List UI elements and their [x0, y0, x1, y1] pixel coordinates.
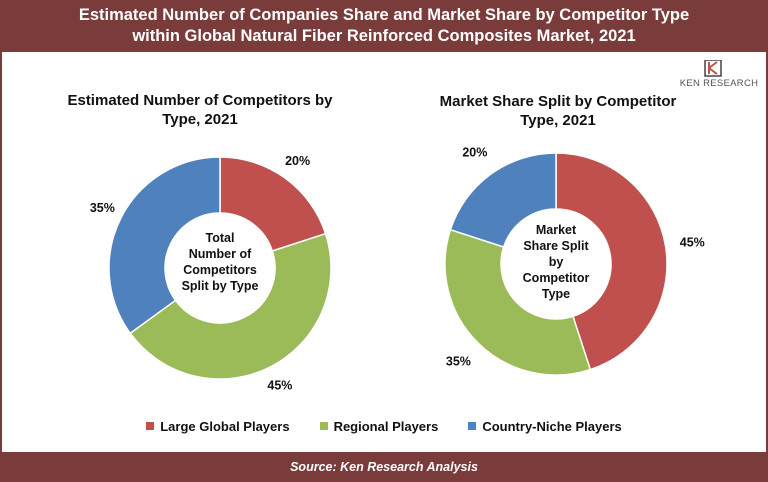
legend: Large Global Players Regional Players Co…: [0, 416, 768, 436]
left-donut-slice-1: [129, 232, 332, 380]
logo-text: KEN RESEARCH: [679, 78, 759, 89]
left-chart-title-line-2: Type, 2021: [162, 111, 238, 128]
right-donut-slice-2: [449, 152, 557, 248]
left-center-line: Competitors: [183, 263, 257, 277]
left-chart-title: Estimated Number of Competitors by Type,…: [20, 91, 380, 129]
legend-item-regional: Regional Players: [319, 418, 439, 434]
left-center-line: Split by Type: [181, 279, 259, 293]
main-title-line-1: Estimated Number of Companies Share and …: [78, 6, 690, 24]
left-donut-slice-2: [108, 156, 221, 335]
left-center-line: Total: [205, 231, 235, 245]
legend-label: Regional Players: [333, 418, 439, 434]
right-donut-slice-1: [444, 228, 592, 376]
legend-swatch-icon: [146, 422, 155, 430]
right-center-line: Competitor: [522, 271, 590, 285]
legend-label: Large Global Players: [160, 418, 290, 434]
right-center-line: Share Split: [523, 239, 589, 253]
left-chart-title-line-1: Estimated Number of Competitors by: [67, 92, 333, 109]
left-donut-center-label: Total Number of Competitors Split by Typ…: [170, 230, 270, 294]
legend-label: Country-Niche Players: [482, 418, 622, 434]
source-note: Source: Ken Research Analysis: [290, 460, 478, 474]
right-donut-center-label: Market Share Split by Competitor Type: [506, 222, 606, 302]
legend-item-large-global: Large Global Players: [146, 418, 290, 434]
right-chart-title-line-1: Market Share Split by Competitor: [439, 93, 677, 110]
main-title-line-2: within Global Natural Fiber Reinforced C…: [132, 27, 636, 45]
right-slice-label-0: 45%: [680, 235, 705, 249]
right-slice-label-2: 20%: [462, 145, 487, 159]
ken-research-logo-icon: [704, 60, 722, 77]
legend-swatch-icon: [319, 422, 328, 430]
donut-charts: 20% 45% 35% 45% 35% 20%: [90, 145, 705, 393]
left-slice-label-1: 45%: [267, 379, 292, 393]
left-center-line: Number of: [188, 247, 252, 261]
left-slice-label-0: 20%: [285, 154, 310, 168]
right-center-line: Market: [535, 223, 577, 237]
right-chart-title: Market Share Split by Competitor Type, 2…: [398, 92, 718, 130]
right-center-line: Type: [541, 287, 571, 301]
legend-item-country-niche: Country-Niche Players: [468, 418, 622, 434]
right-center-line: by: [548, 255, 564, 269]
left-slice-label-2: 35%: [90, 201, 115, 215]
right-donut-slice-0: [555, 152, 668, 371]
right-slice-label-1: 35%: [446, 355, 471, 369]
legend-swatch-icon: [468, 422, 477, 430]
right-chart-title-line-2: Type, 2021: [520, 112, 596, 129]
header-banner: Estimated Number of Companies Share and …: [0, 0, 768, 52]
footer-banner: Source: Ken Research Analysis: [0, 452, 768, 482]
